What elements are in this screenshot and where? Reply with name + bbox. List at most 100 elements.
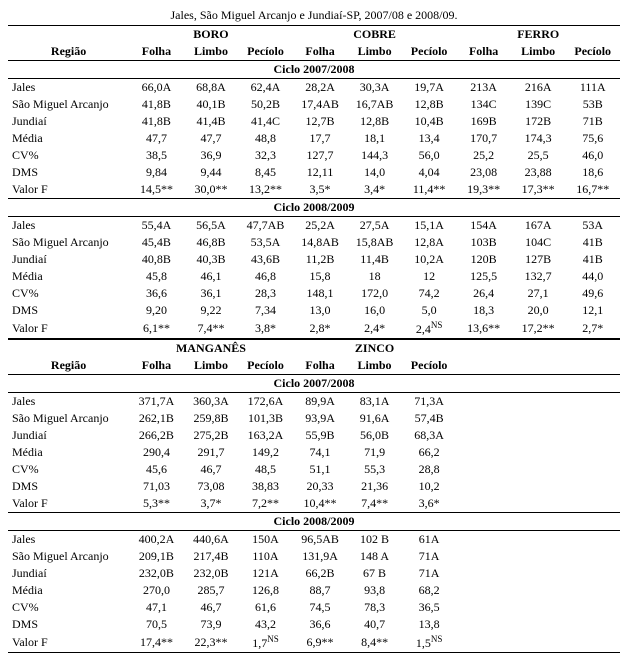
table-cell: 71A — [402, 548, 457, 565]
table-cell: 36,9 — [184, 147, 239, 164]
table-row: RegiãoFolhaLimboPecíoloFolhaLimboPecíolo… — [8, 43, 620, 61]
table-cell — [456, 548, 511, 565]
table-cell: 19,7A — [402, 79, 457, 97]
table-cell: 2,8* — [293, 319, 348, 339]
table-cell: 2,4NS — [402, 319, 457, 339]
table-cell: 7,4** — [184, 319, 239, 339]
table-cell: 144,3 — [347, 147, 402, 164]
table-cell: Valor F — [8, 319, 129, 339]
table-cell: Folha — [293, 357, 348, 375]
table-cell: 163,2A — [238, 427, 293, 444]
table-cell: 15,8AB — [347, 234, 402, 251]
table-cell: 32,3 — [238, 147, 293, 164]
table-cell: 12,11 — [293, 164, 348, 181]
table-cell: 88,7 — [293, 582, 348, 599]
table-row: Jundiaí232,0B232,0B121A66,2B67 B71A — [8, 565, 620, 582]
table-cell: 6,9** — [293, 633, 348, 653]
table-cell: 25,5 — [511, 147, 566, 164]
table-row: DMS71,0373,0838,8320,3321,3610,2 — [8, 478, 620, 495]
table-cell: 16,7** — [565, 181, 620, 199]
table-cell: 12,1 — [565, 302, 620, 319]
table-cell: 7,4** — [347, 495, 402, 513]
table-cell: 12,8B — [402, 96, 457, 113]
table-cell: 7,2** — [238, 495, 293, 513]
table-cell: 149,2 — [238, 444, 293, 461]
table-cell — [511, 616, 566, 633]
table-cell: Jundiaí — [8, 427, 129, 444]
table-cell: 3,4* — [347, 181, 402, 199]
table-cell — [456, 461, 511, 478]
table-cell: Jundiaí — [8, 565, 129, 582]
table-cell: 9,44 — [184, 164, 239, 181]
table-cell: 53B — [565, 96, 620, 113]
table-cell: 10,4** — [293, 495, 348, 513]
table-row: Valor F17,4**22,3**1,7NS6,9**8,4**1,5NS — [8, 633, 620, 653]
data-table-2: MANGANÊSZINCORegiãoFolhaLimboPecíoloFolh… — [8, 339, 620, 653]
table-cell: 30,0** — [184, 181, 239, 199]
table-cell: Média — [8, 582, 129, 599]
table-cell: 47,7AB — [238, 217, 293, 235]
table-cell — [511, 393, 566, 411]
table-cell: 172,0 — [347, 285, 402, 302]
table-cell: Média — [8, 268, 129, 285]
table-cell: 47,7 — [184, 130, 239, 147]
table-cell: 21,36 — [347, 478, 402, 495]
table-cell: 36,5 — [402, 599, 457, 616]
table-cell: 3,6* — [402, 495, 457, 513]
table-cell: Limbo — [511, 43, 566, 61]
table-row: Valor F5,3**3,7*7,2**10,4**7,4**3,6* — [8, 495, 620, 513]
table-cell: 18,6 — [565, 164, 620, 181]
table-cell: 27,1 — [511, 285, 566, 302]
table-cell: 71A — [402, 565, 457, 582]
table-cell: 26,4 — [456, 285, 511, 302]
table-cell: 12 — [402, 268, 457, 285]
table-cell: 57,4B — [402, 410, 457, 427]
table-cell — [511, 531, 566, 549]
table-cell: 45,8 — [129, 268, 184, 285]
table-cell: Pecíolo — [238, 357, 293, 375]
table-cell: 209,1B — [129, 548, 184, 565]
table-cell: 56,0 — [402, 147, 457, 164]
table-cell — [565, 495, 620, 513]
table-cell: 71,03 — [129, 478, 184, 495]
table-cell: 12,8A — [402, 234, 457, 251]
table-cell: 51,1 — [293, 461, 348, 478]
table-row: Jundiaí40,8B40,3B43,6B11,2B11,4B10,2A120… — [8, 251, 620, 268]
table-cell: Pecíolo — [565, 43, 620, 61]
table-cell: 28,8 — [402, 461, 457, 478]
table-row: Média270,0285,7126,888,793,868,2 — [8, 582, 620, 599]
table-cell: 41,4C — [238, 113, 293, 130]
table-cell — [565, 582, 620, 599]
table-cell: 78,3 — [347, 599, 402, 616]
table-cell: 40,1B — [184, 96, 239, 113]
table-cell — [511, 410, 566, 427]
table-row: Média47,747,748,817,718,113,4170,7174,37… — [8, 130, 620, 147]
table-cell: MANGANÊS — [129, 340, 293, 358]
table-cell — [511, 478, 566, 495]
table-cell — [456, 410, 511, 427]
table-cell: 96,5AB — [293, 531, 348, 549]
table-cell: 10,2 — [402, 478, 457, 495]
table-cell: 290,4 — [129, 444, 184, 461]
table-cell — [456, 599, 511, 616]
table-cell: 172,6A — [238, 393, 293, 411]
table-cell: 41,4B — [184, 113, 239, 130]
table-cell: Pecíolo — [402, 43, 457, 61]
table-cell: 46,0 — [565, 147, 620, 164]
table-cell — [565, 461, 620, 478]
table-cell: 44,0 — [565, 268, 620, 285]
table-cell: 266,2B — [129, 427, 184, 444]
table-cell: 131,9A — [293, 548, 348, 565]
table-cell: FERRO — [456, 26, 620, 44]
table-cell — [456, 633, 511, 653]
table-cell: 50,2B — [238, 96, 293, 113]
table-cell: 11,4** — [402, 181, 457, 199]
table-cell: 170,7 — [456, 130, 511, 147]
table-cell: 53,5A — [238, 234, 293, 251]
table-cell: 102 B — [347, 531, 402, 549]
table-cell — [565, 444, 620, 461]
table-cell: 73,08 — [184, 478, 239, 495]
table-cell: 103B — [456, 234, 511, 251]
table-cell: 111A — [565, 79, 620, 97]
table-cell: 68,8A — [184, 79, 239, 97]
